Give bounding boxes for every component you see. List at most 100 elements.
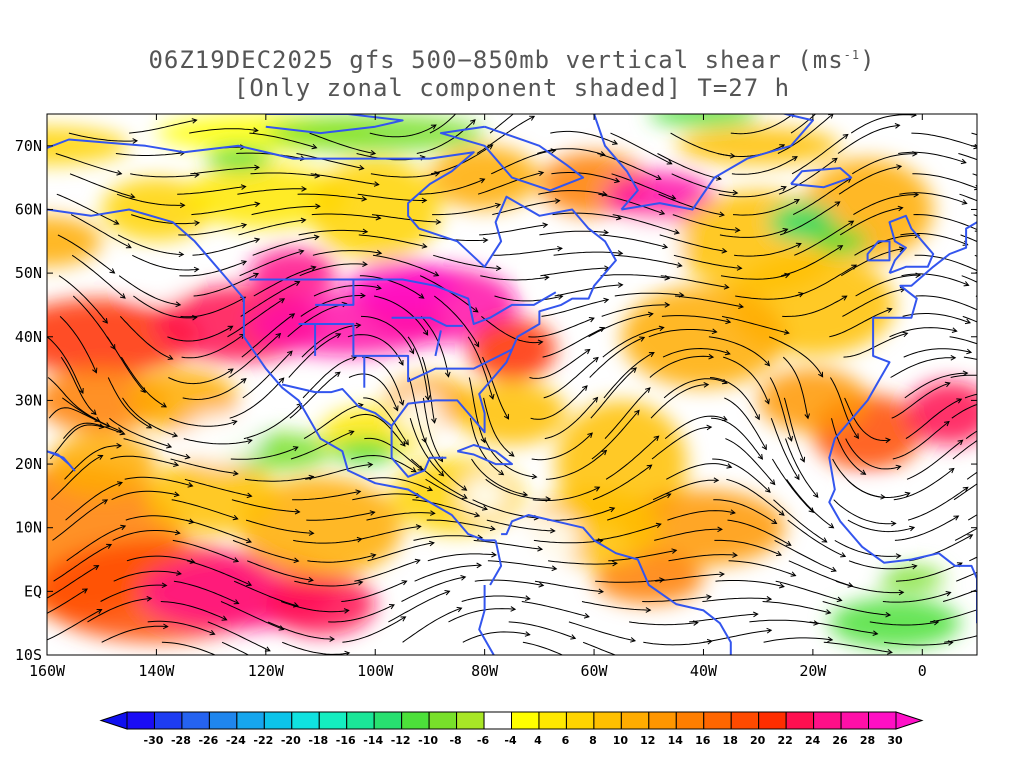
streamline: [530, 385, 588, 420]
shading-blob: [676, 126, 841, 165]
streamline-arrow: [287, 350, 293, 357]
streamline: [133, 295, 197, 319]
streamline: [311, 213, 381, 219]
streamline: [232, 539, 299, 562]
streamline: [768, 336, 824, 377]
streamline-arrow: [132, 138, 139, 144]
streamline-arrow: [508, 451, 515, 457]
streamline: [485, 478, 551, 500]
streamline: [592, 464, 652, 501]
streamline: [313, 285, 382, 297]
streamline-arrow: [254, 237, 261, 244]
shading-blob: [309, 158, 441, 261]
streamline: [724, 397, 767, 450]
streamline-arrow: [375, 214, 382, 221]
streamline: [554, 284, 623, 297]
streamline: [364, 437, 423, 471]
streamline-arrow: [96, 609, 103, 614]
colorbar-swatch: [565, 711, 595, 730]
streamline: [228, 333, 281, 378]
streamline-arrow: [754, 414, 760, 421]
streamline-arrow: [370, 150, 377, 156]
streamline: [409, 418, 444, 477]
streamline-arrow: [834, 201, 841, 207]
streamline: [661, 315, 731, 323]
shading-blob: [878, 565, 945, 592]
streamline-arrow: [1011, 508, 1016, 512]
streamline-arrow: [752, 611, 759, 618]
streamline-arrow: [161, 582, 168, 589]
streamline-arrow: [227, 325, 234, 331]
streamline-arrow: [887, 649, 893, 655]
streamline-arrow: [524, 595, 531, 601]
streamline: [132, 254, 199, 271]
streamline: [181, 333, 245, 359]
x-tick-label: 100W: [357, 662, 394, 680]
streamline-arrow: [191, 118, 198, 124]
streamline: [829, 377, 859, 439]
streamline: [55, 153, 122, 175]
streamline: [294, 580, 363, 587]
streamline: [239, 250, 304, 277]
streamline: [749, 619, 819, 625]
streamline-arrow: [671, 548, 678, 554]
streamline-arrow: [301, 186, 308, 192]
streamline: [230, 446, 299, 460]
streamline-arrow: [409, 348, 415, 355]
shading-blob: [615, 222, 682, 261]
streamline: [782, 356, 809, 419]
streamline: [282, 641, 350, 655]
streamline-arrow: [791, 156, 798, 162]
streamline: [351, 454, 417, 473]
streamline: [480, 275, 549, 281]
streamline: [113, 570, 181, 582]
streamline-arrow: [664, 302, 671, 308]
streamline-arrow: [313, 234, 320, 241]
streamline-arrow: [1018, 302, 1023, 306]
streamline-arrow: [647, 311, 654, 318]
streamline-arrow: [953, 515, 960, 521]
streamline-arrow: [729, 509, 736, 515]
shading-blob: [829, 597, 961, 649]
title-suffix: ): [860, 46, 876, 74]
colorbar-label: -12: [391, 734, 411, 747]
streamline-arrow: [1018, 260, 1023, 264]
streamline-arrow: [360, 292, 366, 299]
streamline-arrow: [97, 454, 104, 460]
streamline-arrow: [308, 474, 315, 481]
streamline-arrow: [410, 467, 417, 473]
streamline-arrow: [827, 636, 834, 643]
streamline: [783, 397, 805, 463]
streamline: [663, 378, 728, 399]
streamline: [730, 114, 794, 135]
streamline-arrow: [311, 143, 318, 150]
colorbar-swatch: [428, 711, 458, 730]
streamline: [769, 377, 793, 442]
streamline: [297, 193, 367, 200]
shading-blob: [391, 457, 523, 535]
streamline-arrow: [418, 293, 425, 299]
streamline-arrow: [470, 119, 476, 125]
streamline: [358, 234, 427, 248]
streamline: [186, 560, 252, 586]
streamline: [100, 584, 167, 602]
streamline-arrow: [726, 463, 733, 469]
colorbar-label: -4: [504, 734, 517, 747]
streamline: [538, 190, 607, 196]
y-tick-label: 50N: [15, 264, 42, 282]
streamline: [914, 254, 977, 272]
streamline: [189, 128, 258, 134]
streamline: [672, 214, 740, 231]
streamline-arrow: [209, 629, 216, 636]
streamline: [605, 435, 659, 480]
streamline-arrow: [894, 123, 901, 129]
colorbar-label: 8: [589, 734, 597, 747]
streamline-arrow: [670, 194, 677, 200]
streamline: [124, 476, 193, 487]
streamline: [726, 478, 785, 516]
streamline-arrow: [361, 195, 368, 202]
streamline: [47, 336, 84, 394]
streamline: [220, 601, 284, 630]
streamline: [795, 264, 857, 297]
streamline: [388, 590, 450, 623]
